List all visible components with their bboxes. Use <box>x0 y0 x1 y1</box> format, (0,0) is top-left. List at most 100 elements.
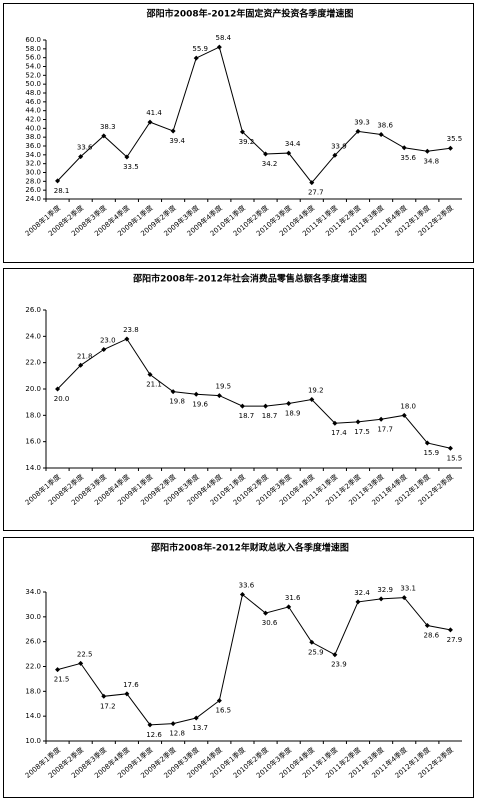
y-tick-label: 52.0 <box>25 71 41 79</box>
point-marker <box>124 336 130 342</box>
chart: 邵阳市2008年-2012年社会消费品零售总额各季度增速图 14.0 16.0 18.… <box>3 268 474 531</box>
data-label: 25.9 <box>308 648 324 656</box>
data-label: 38.6 <box>377 122 393 130</box>
point-marker <box>309 639 315 645</box>
y-tick-label: 44.0 <box>25 107 41 115</box>
point-marker <box>378 596 384 602</box>
data-label: 12.6 <box>146 731 162 739</box>
y-tick-label: 24.0 <box>25 332 41 340</box>
data-label: 20.0 <box>54 395 70 403</box>
y-tick-label: 22.0 <box>25 359 41 367</box>
point-marker <box>332 420 338 426</box>
chart-frame <box>3 3 474 263</box>
y-tick-label: 42.0 <box>25 116 41 124</box>
series-line <box>57 338 451 449</box>
data-label: 17.7 <box>377 425 393 433</box>
point-marker <box>55 178 61 184</box>
data-label: 30.6 <box>262 619 278 627</box>
chart-frame <box>3 268 474 531</box>
point-marker <box>263 403 269 409</box>
point-marker <box>78 362 84 368</box>
data-label: 32.4 <box>354 589 370 597</box>
point-marker <box>78 154 84 160</box>
point-marker <box>239 403 245 409</box>
point-marker <box>355 419 361 425</box>
point-marker <box>170 721 176 727</box>
point-marker <box>401 412 407 418</box>
y-tick-label: 34.0 <box>25 151 41 159</box>
y-tick-label: 26.0 <box>25 638 41 646</box>
point-marker <box>239 591 245 597</box>
y-tick-label: 56.0 <box>25 54 41 62</box>
series-line <box>57 593 451 726</box>
y-tick-label: 22.0 <box>25 663 41 671</box>
data-label: 35.6 <box>400 154 416 162</box>
point-marker <box>401 145 407 151</box>
point-marker <box>263 610 269 616</box>
chart-title: 邵阳市2008年-2012年社会消费品零售总额各季度增速图 <box>132 273 367 285</box>
y-tick-label: 30.0 <box>25 169 41 177</box>
data-label: 16.5 <box>216 707 232 715</box>
data-label: 15.9 <box>424 449 440 457</box>
data-label: 17.6 <box>123 681 139 689</box>
point-marker <box>239 129 245 135</box>
chart: 邵阳市2008年-2012年固定资产投资各季度增速图 24.026.028.030… <box>3 3 474 263</box>
y-tick-label: 18.0 <box>25 411 41 419</box>
data-label: 33.1 <box>400 585 416 593</box>
data-label: 18.7 <box>262 412 278 420</box>
point-marker <box>55 386 61 392</box>
data-label: 23.8 <box>123 326 139 334</box>
data-label: 28.1 <box>54 187 70 195</box>
data-label: 27.9 <box>447 636 463 644</box>
data-label: 34.2 <box>262 160 278 168</box>
y-tick-label: 60.0 <box>25 36 41 44</box>
point-marker <box>378 416 384 422</box>
point-marker <box>170 128 176 134</box>
y-tick-label: 46.0 <box>25 98 41 106</box>
point-marker <box>332 652 338 658</box>
data-label: 39.2 <box>239 138 255 146</box>
y-tick-label: 18.0 <box>25 687 41 695</box>
point-marker <box>309 397 315 403</box>
point-marker <box>332 152 338 158</box>
point-marker <box>216 393 222 399</box>
data-label: 22.5 <box>77 650 93 658</box>
point-marker <box>286 400 292 406</box>
data-label: 41.4 <box>146 109 162 117</box>
y-tick-label: 30.0 <box>25 613 41 621</box>
y-tick-label: 32.0 <box>25 160 41 168</box>
y-tick-label: 50.0 <box>25 80 41 88</box>
y-tick-label: 16.0 <box>25 438 41 446</box>
data-label: 13.7 <box>192 724 208 732</box>
data-label: 18.7 <box>239 412 255 420</box>
point-marker <box>447 627 453 633</box>
data-label: 33.5 <box>123 163 139 171</box>
point-marker <box>101 693 107 699</box>
y-tick-label: 54.0 <box>25 63 41 71</box>
point-marker <box>193 55 199 61</box>
y-tick-label: 48.0 <box>25 89 41 97</box>
point-marker <box>147 119 153 125</box>
point-marker <box>286 150 292 156</box>
point-marker <box>263 151 269 157</box>
series-line <box>57 46 451 184</box>
point-marker <box>216 44 222 50</box>
data-label: 34.4 <box>285 140 301 148</box>
y-tick-label: 58.0 <box>25 45 41 53</box>
data-label: 19.5 <box>216 383 232 391</box>
point-marker <box>401 595 407 601</box>
point-marker <box>101 133 107 139</box>
data-label: 23.9 <box>331 661 347 669</box>
point-marker <box>378 132 384 138</box>
y-tick-label: 26.0 <box>25 306 41 314</box>
data-label: 39.4 <box>169 137 185 145</box>
data-label: 58.4 <box>216 34 232 42</box>
point-marker <box>55 667 61 673</box>
data-label: 34.8 <box>424 157 440 165</box>
data-label: 17.5 <box>354 428 370 436</box>
y-tick-label: 26.0 <box>25 186 41 194</box>
data-label: 33.6 <box>239 581 255 589</box>
y-tick-label: 38.0 <box>25 133 41 141</box>
data-label: 12.8 <box>169 730 185 738</box>
